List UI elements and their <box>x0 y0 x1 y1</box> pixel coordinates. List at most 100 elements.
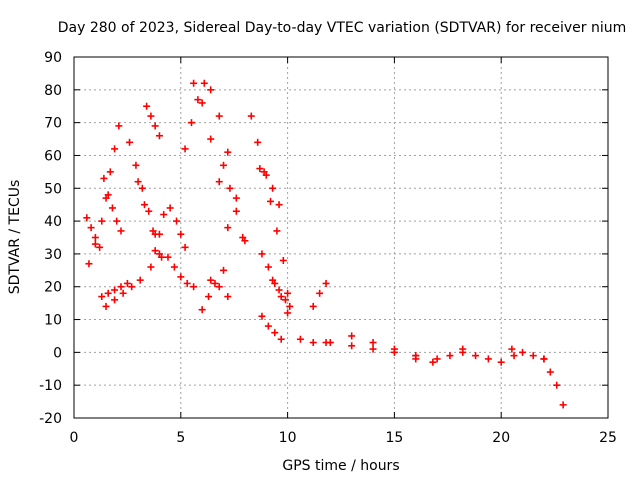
data-point <box>147 263 155 271</box>
data-point <box>207 276 215 284</box>
data-point <box>258 250 266 258</box>
x-tick-label: 10 <box>279 430 297 446</box>
data-point <box>108 204 116 212</box>
data-point <box>275 201 283 209</box>
series-arc-14 <box>207 86 249 245</box>
data-point <box>151 122 159 130</box>
data-point <box>529 352 537 360</box>
series-arc-7 <box>134 178 163 258</box>
data-point <box>224 293 232 301</box>
data-point <box>200 79 208 87</box>
y-tick-label: 90 <box>44 50 62 66</box>
series-arc-21 <box>269 276 294 310</box>
data-point <box>128 283 136 291</box>
x-tick-label: 20 <box>492 430 510 446</box>
data-point <box>258 312 266 320</box>
data-point <box>106 168 114 176</box>
data-point <box>412 355 420 363</box>
data-point <box>215 112 223 120</box>
data-point <box>187 119 195 127</box>
data-point <box>173 217 181 225</box>
data-point <box>519 348 527 356</box>
data-point <box>91 240 99 248</box>
data-point <box>316 289 324 297</box>
y-axis-label: SDTVAR / TECUs <box>7 180 23 295</box>
y-tick-label: 0 <box>53 345 62 361</box>
data-point <box>264 263 272 271</box>
data-point <box>215 283 223 291</box>
data-point <box>104 289 112 297</box>
data-point <box>267 197 275 205</box>
data-point <box>160 211 168 219</box>
series-arc-13 <box>190 79 232 232</box>
data-point <box>472 352 480 360</box>
data-point <box>132 161 140 169</box>
data-point <box>83 214 91 222</box>
data-point <box>183 279 191 287</box>
data-point <box>459 348 467 356</box>
data-point <box>553 381 561 389</box>
data-point <box>254 138 262 146</box>
x-tick-label: 15 <box>385 430 403 446</box>
data-point <box>136 276 144 284</box>
data-point <box>264 322 272 330</box>
chart-title: Day 280 of 2023, Sidereal Day-to-day VTE… <box>58 20 627 36</box>
data-point <box>155 250 163 258</box>
data-point <box>247 112 255 120</box>
x-axis-label: GPS time / hours <box>282 458 399 474</box>
data-point <box>198 99 206 107</box>
y-tick-label: 10 <box>44 313 62 329</box>
data-point <box>91 234 99 241</box>
data-point <box>369 345 377 353</box>
data-point <box>104 191 112 199</box>
data-point <box>546 368 554 376</box>
data-point <box>190 283 198 291</box>
data-point <box>102 302 110 310</box>
y-tick-label: 80 <box>44 83 62 99</box>
x-tick-label: 0 <box>70 430 79 446</box>
series-arc-5 <box>102 276 144 310</box>
data-point <box>309 302 317 310</box>
series-arc-28 <box>459 348 518 366</box>
data-point <box>433 355 441 363</box>
data-point <box>85 260 93 268</box>
series-arc-23 <box>296 335 330 347</box>
y-tick-label: 60 <box>44 148 62 164</box>
data-point <box>207 135 215 143</box>
data-point <box>177 273 185 281</box>
data-point <box>269 184 277 192</box>
data-point <box>134 178 142 186</box>
x-tick-label: 25 <box>599 430 617 446</box>
data-point <box>296 335 304 343</box>
data-point <box>145 207 153 215</box>
data-point <box>215 178 223 186</box>
data-point <box>181 243 189 251</box>
data-point <box>123 279 131 287</box>
plot-frame <box>73 56 609 419</box>
data-point <box>510 352 518 360</box>
data-point <box>286 302 294 310</box>
series-arc-19 <box>256 165 283 209</box>
data-point <box>151 247 159 255</box>
data-point <box>170 263 178 271</box>
series-arc-27 <box>412 345 467 366</box>
data-point <box>111 296 119 304</box>
series-arc-6 <box>126 138 166 261</box>
data-point <box>190 79 198 87</box>
data-point <box>271 329 279 337</box>
series-arc-22 <box>258 312 285 343</box>
data-point <box>273 227 281 235</box>
data-point <box>429 358 437 366</box>
data-point <box>119 289 127 297</box>
data-point <box>98 217 106 225</box>
data-point <box>98 293 106 301</box>
y-tick-label: 70 <box>44 116 62 132</box>
y-tick-label: 30 <box>44 247 62 263</box>
data-point <box>177 230 185 238</box>
data-point <box>277 293 285 301</box>
series-arc-17 <box>220 161 247 241</box>
data-point <box>540 355 548 363</box>
data-point <box>277 335 285 343</box>
data-point <box>348 342 356 350</box>
data-point <box>508 345 516 353</box>
